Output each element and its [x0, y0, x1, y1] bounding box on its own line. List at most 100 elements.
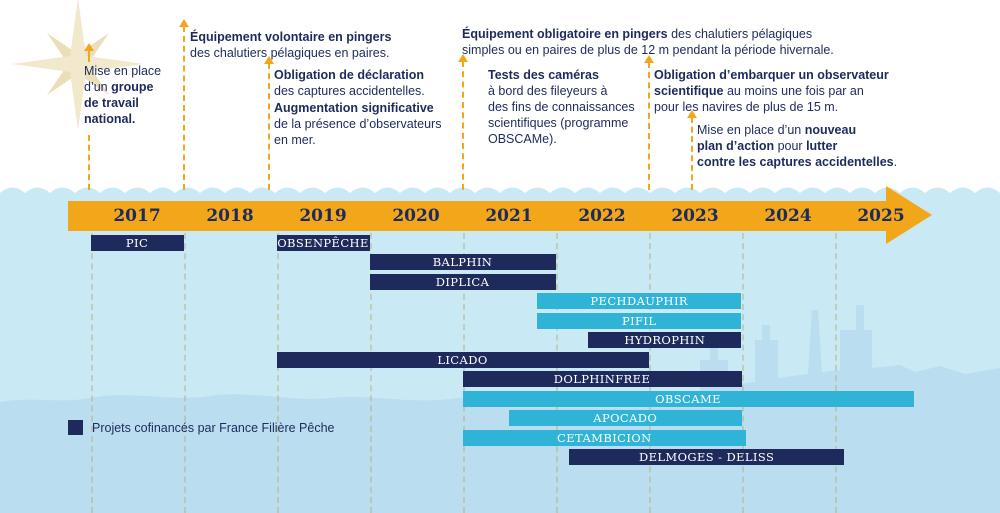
project-bar: DELMOGES - DELISS	[569, 448, 844, 465]
annotation-text: des chalutiers pélagiques	[667, 27, 813, 41]
annotation-line: Équipement volontaire en pingers	[190, 29, 415, 45]
project-bar: OBSENPÊCHE	[276, 235, 370, 251]
annotation-line: des chalutiers pélagiques en paires.	[190, 45, 415, 61]
year-label: 2025	[857, 206, 905, 226]
year-label: 2020	[392, 206, 440, 226]
annotation-text: Obligation de déclaration	[274, 68, 425, 82]
annotation-line: de travail	[84, 95, 179, 111]
timeline-arrow-bar	[68, 201, 886, 231]
annotation-text: Mise en place d’un	[697, 123, 805, 137]
annotation-line: de la présence d’observateurs	[274, 116, 469, 132]
project-bar: BALPHIN	[369, 254, 556, 271]
annotation-text: Obligation d’embarquer un observateur	[654, 68, 889, 82]
year-label: 2019	[299, 206, 347, 226]
annotation-line: contre les captures accidentelles.	[697, 154, 912, 170]
project-bar: LICADO	[276, 351, 649, 368]
annotation-dashed-line	[691, 117, 693, 190]
project-bar: DIPLICA	[369, 273, 556, 290]
annotation-dashed-line	[183, 26, 185, 190]
annotation-line: Mise en place d’un nouveau	[697, 122, 912, 138]
annotation-text: Augmentation significative	[274, 101, 434, 115]
annotation-text: pour les navires de plus de 15 m.	[654, 100, 839, 114]
annotation-line: Tests des caméras	[488, 67, 658, 83]
annotation-text: simples ou en paires de plus de 12 m pen…	[462, 43, 834, 57]
timeline-arrowhead	[886, 186, 932, 244]
annotation-text: Tests des caméras	[488, 68, 599, 82]
annotation-dashed-line	[88, 50, 90, 62]
annotation: Tests des caméras à bord des fileyeurs à d…	[488, 67, 658, 147]
annotation-text: national.	[84, 112, 136, 126]
year-label: 2023	[671, 206, 719, 226]
annotation-line: Obligation d’embarquer un observateur	[654, 67, 914, 83]
project-bar: OBSCAME	[462, 390, 914, 407]
year-gridline	[834, 233, 837, 513]
annotation-line: scientifique au moins une fois par an	[654, 83, 914, 99]
annotation-text: scientifiques (programme	[488, 116, 629, 130]
annotation-text: de travail	[84, 96, 139, 110]
annotation-line: Obligation de déclaration	[274, 67, 454, 83]
year-gridline	[276, 233, 279, 513]
annotation-text: Équipement volontaire en pingers	[190, 30, 392, 44]
annotation-text: nouveau	[804, 123, 857, 137]
arrow-up-icon	[644, 55, 654, 63]
project-bar: DOLPHINFREE	[462, 371, 742, 388]
annotation-text: de la présence d’observateurs	[274, 117, 442, 131]
year-gridline	[90, 233, 93, 513]
annotation-line: Équipement obligatoire en pingers des ch…	[462, 26, 852, 42]
annotation: Mise en place d’un nouveau plan d’action …	[697, 122, 912, 170]
annotation-text: .	[893, 155, 898, 169]
annotation-line: des captures accidentelles.	[274, 83, 454, 99]
annotation-line: scientifiques (programme	[488, 115, 658, 131]
year-label: 2021	[485, 206, 533, 226]
annotation-text: plan d’action	[697, 139, 775, 153]
annotation-dashed-line	[88, 135, 90, 190]
year-gridline	[741, 233, 744, 513]
annotation-line: simples ou en paires de plus de 12 m pen…	[462, 42, 852, 58]
annotation: Augmentation significative de la présence…	[274, 100, 469, 148]
project-bar: APOCADO	[509, 410, 742, 427]
annotation: Mise en place d’un groupe de travail nation…	[84, 63, 179, 127]
annotation-line: des fins de connaissances	[488, 99, 658, 115]
legend-label: Projets cofinancés par France Filière Pê…	[92, 420, 335, 435]
annotation-text: lutter	[806, 139, 838, 153]
legend-swatch	[68, 420, 83, 435]
arrow-up-icon	[179, 19, 189, 27]
year-gridline	[183, 233, 186, 513]
annotation-line: plan d’action pour lutter	[697, 138, 912, 154]
annotation: Équipement volontaire en pingers des chal…	[190, 29, 415, 61]
annotation-line: national.	[84, 111, 179, 127]
annotation-line: OBSCAMe).	[488, 131, 658, 147]
annotation-text: au moins une fois par an	[723, 84, 864, 98]
annotation-text: pour	[774, 139, 807, 153]
project-bar: HYDROPHIN	[588, 332, 742, 349]
project-bar: CETAMBICION	[462, 429, 747, 446]
annotation-text: Mise en place	[84, 64, 162, 78]
arrow-up-icon	[84, 43, 94, 51]
annotation-line: Mise en place	[84, 63, 179, 79]
annotation-text: OBSCAMe).	[488, 132, 557, 146]
annotation-line: Augmentation significative	[274, 100, 469, 116]
arrow-up-icon	[264, 56, 274, 64]
year-label: 2018	[206, 206, 254, 226]
annotation-text: scientifique	[654, 84, 724, 98]
annotation-text: contre les captures accidentelles	[697, 155, 894, 169]
annotation-line: en mer.	[274, 132, 469, 148]
year-label: 2017	[113, 206, 161, 226]
year-label: 2024	[764, 206, 812, 226]
year-label: 2022	[578, 206, 626, 226]
arrow-up-icon	[687, 110, 697, 118]
annotation: Obligation d’embarquer un observateur sci…	[654, 67, 914, 115]
year-gridline	[369, 233, 372, 513]
annotation-text: des captures accidentelles.	[274, 84, 425, 98]
annotation-line: à bord des fileyeurs à	[488, 83, 658, 99]
annotation-dashed-line	[648, 62, 650, 190]
legend: Projets cofinancés par France Filière Pê…	[68, 420, 334, 435]
compass-main-star	[12, 0, 144, 130]
annotation-text: à bord des fileyeurs à	[488, 84, 608, 98]
annotation-line: pour les navires de plus de 15 m.	[654, 99, 914, 115]
annotation-dashed-line	[462, 61, 464, 190]
annotation-text: des fins de connaissances	[488, 100, 635, 114]
annotation: Obligation de déclaration des captures ac…	[274, 67, 454, 99]
annotation-text: d’un	[84, 80, 112, 94]
